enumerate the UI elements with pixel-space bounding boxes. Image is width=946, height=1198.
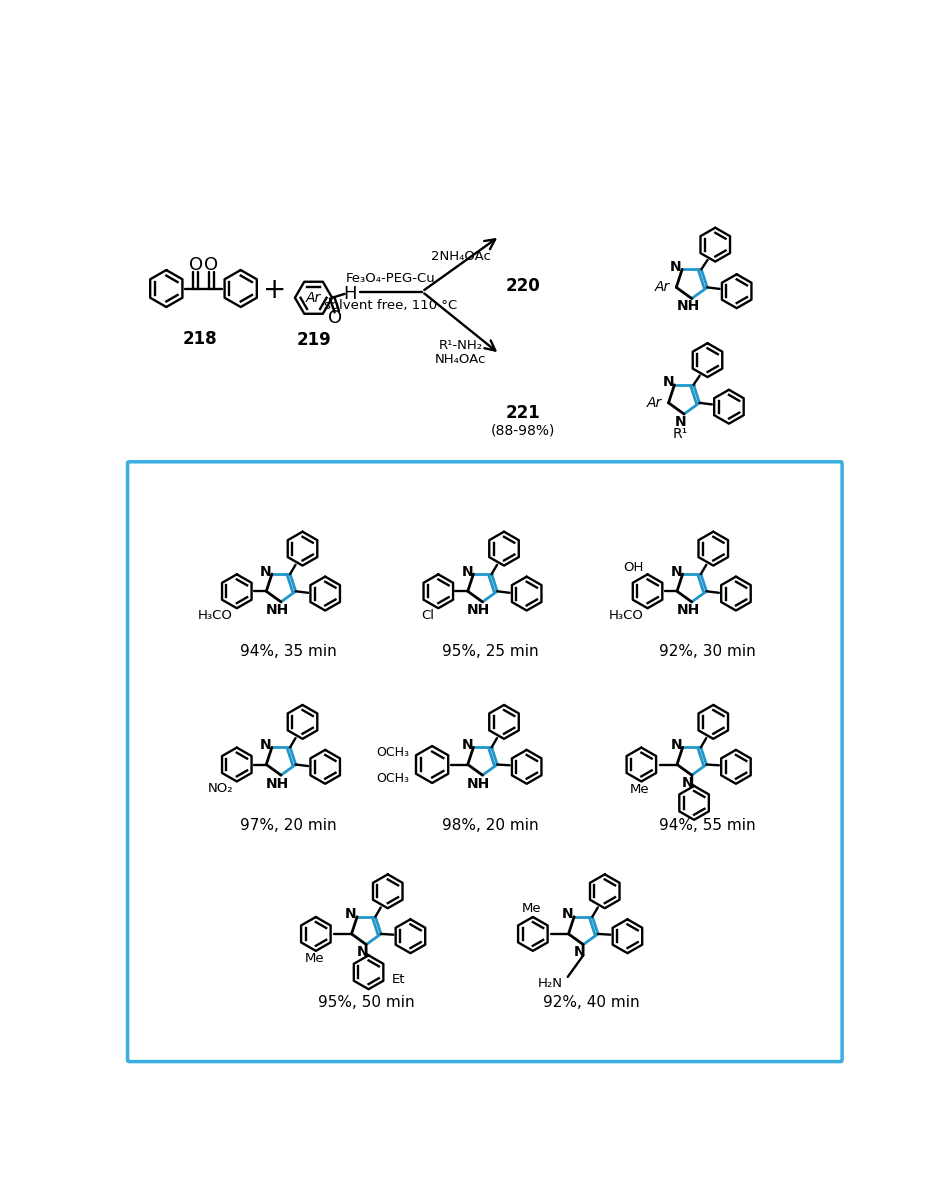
Text: O: O xyxy=(204,255,219,273)
Text: 94%, 55 min: 94%, 55 min xyxy=(659,818,756,833)
Text: +: + xyxy=(263,276,287,304)
Text: H₃CO: H₃CO xyxy=(198,609,233,622)
Text: Me: Me xyxy=(305,952,324,966)
Text: 94%, 35 min: 94%, 35 min xyxy=(240,645,337,659)
Text: N: N xyxy=(260,738,272,752)
Text: NH: NH xyxy=(467,776,490,791)
Text: 98%, 20 min: 98%, 20 min xyxy=(442,818,538,833)
Text: Ar: Ar xyxy=(647,395,662,410)
Text: N: N xyxy=(671,564,682,579)
Text: NH: NH xyxy=(266,776,289,791)
Text: H: H xyxy=(343,285,357,303)
Text: N: N xyxy=(682,776,693,789)
Text: N: N xyxy=(671,738,682,752)
Text: 95%, 25 min: 95%, 25 min xyxy=(442,645,538,659)
Text: 219: 219 xyxy=(296,331,331,349)
Text: NH: NH xyxy=(467,604,490,617)
Text: 218: 218 xyxy=(183,329,217,347)
Text: NH: NH xyxy=(266,604,289,617)
Text: 92%, 40 min: 92%, 40 min xyxy=(543,994,639,1010)
Text: 95%, 50 min: 95%, 50 min xyxy=(318,994,414,1010)
Text: N: N xyxy=(674,415,686,429)
Text: 2NH₄OAc: 2NH₄OAc xyxy=(430,250,491,264)
Text: N: N xyxy=(462,738,473,752)
Text: N: N xyxy=(662,375,674,389)
Text: Et: Et xyxy=(392,974,405,986)
Text: Ar: Ar xyxy=(655,280,670,295)
Text: 97%, 20 min: 97%, 20 min xyxy=(240,818,337,833)
Text: H₂N: H₂N xyxy=(538,978,563,991)
Text: NO₂: NO₂ xyxy=(207,782,233,795)
Text: (88-98%): (88-98%) xyxy=(491,424,555,438)
Text: solvent free, 110 °C: solvent free, 110 °C xyxy=(324,300,458,311)
FancyBboxPatch shape xyxy=(128,461,842,1061)
Text: NH₄OAc: NH₄OAc xyxy=(435,353,486,365)
Text: N: N xyxy=(670,260,682,274)
Text: H₃CO: H₃CO xyxy=(609,609,643,622)
Text: Ar: Ar xyxy=(306,291,322,304)
Text: Me: Me xyxy=(630,782,650,795)
Text: N: N xyxy=(357,945,368,960)
Text: OCH₃: OCH₃ xyxy=(376,772,409,785)
Text: 221: 221 xyxy=(505,404,540,422)
Text: OH: OH xyxy=(623,561,643,574)
Text: R¹: R¹ xyxy=(673,426,688,441)
Text: NH: NH xyxy=(676,300,699,313)
Text: NH: NH xyxy=(676,604,699,617)
Text: N: N xyxy=(462,564,473,579)
Text: O: O xyxy=(188,255,202,273)
Text: 92%, 30 min: 92%, 30 min xyxy=(658,645,756,659)
Text: O: O xyxy=(328,309,342,327)
Text: Me: Me xyxy=(521,902,541,915)
Text: 220: 220 xyxy=(505,277,540,295)
Text: N: N xyxy=(562,907,574,921)
Text: R¹-NH₂: R¹-NH₂ xyxy=(439,339,482,352)
Text: Fe₃O₄-PEG-Cu: Fe₃O₄-PEG-Cu xyxy=(346,272,436,285)
Text: Cl: Cl xyxy=(421,609,434,622)
Text: N: N xyxy=(573,945,586,960)
Text: N: N xyxy=(260,564,272,579)
Text: N: N xyxy=(345,907,357,921)
Text: OCH₃: OCH₃ xyxy=(376,745,409,758)
